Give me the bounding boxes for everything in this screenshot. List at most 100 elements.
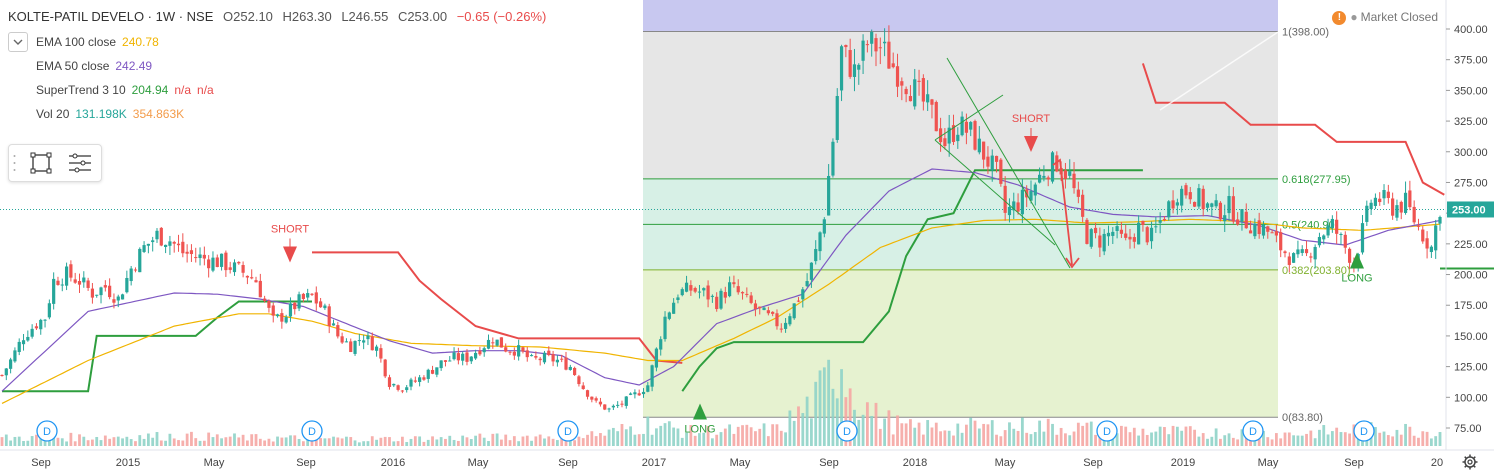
volume-bar	[1257, 437, 1261, 446]
candle-body	[1154, 226, 1158, 228]
candle-body	[702, 288, 706, 291]
dividend-marker[interactable]: D	[557, 420, 579, 442]
candle-body	[357, 340, 361, 342]
y-tick-label: 225.00	[1454, 239, 1488, 251]
candle-body	[835, 96, 839, 140]
volume-bar	[982, 423, 986, 446]
volume-bar	[1309, 430, 1313, 446]
volume-bar	[1287, 432, 1291, 446]
dividend-label: D	[1360, 426, 1368, 438]
candle-body	[779, 328, 783, 330]
volume-bar	[461, 435, 465, 446]
volume-bar	[224, 437, 228, 446]
candle-body	[336, 325, 340, 337]
candle-body	[56, 280, 60, 285]
volume-bar	[151, 437, 155, 446]
volume-bar	[1154, 431, 1158, 446]
collapse-legend-button[interactable]	[8, 32, 28, 52]
candle-body	[495, 339, 499, 346]
candle-body	[473, 352, 478, 359]
legend-ema100[interactable]: EMA 100 close 240.78	[36, 35, 159, 49]
dividend-marker[interactable]: D	[836, 420, 858, 442]
legend-supertrend[interactable]: SuperTrend 3 10 204.94 n/a n/a	[36, 83, 214, 97]
legend-volume[interactable]: Vol 20 131.198K 354.863K	[36, 107, 184, 121]
market-status[interactable]: ! ● Market Closed	[1332, 10, 1438, 25]
y-tick-label: 275.00	[1454, 177, 1488, 189]
volume-bar	[241, 434, 245, 446]
dividend-marker[interactable]: D	[301, 420, 323, 442]
candle-body	[418, 377, 422, 382]
volume-bar	[1395, 429, 1399, 446]
volume-bar	[934, 422, 938, 446]
candle-body	[1257, 220, 1261, 235]
candle-body	[362, 340, 366, 343]
candle-body	[822, 219, 826, 234]
candle-body	[982, 141, 986, 160]
candle-body	[646, 385, 650, 392]
candle-body	[189, 250, 194, 255]
candle-body	[611, 405, 615, 408]
dividend-marker[interactable]: D	[1096, 420, 1118, 442]
candle-body	[198, 254, 202, 259]
candles	[0, 25, 1442, 413]
candle-body	[103, 285, 107, 288]
x-tick-label: May	[730, 457, 751, 469]
volume-bar	[831, 388, 835, 446]
candle-body	[1412, 206, 1416, 223]
dividend-marker[interactable]: D	[1353, 420, 1375, 442]
volume-bar	[121, 438, 124, 446]
candle-body	[633, 392, 637, 395]
candle-body	[17, 341, 21, 353]
volume-bar	[900, 423, 904, 446]
candle-body	[1395, 205, 1399, 218]
candle-body	[1210, 203, 1214, 207]
volume-bar	[1197, 436, 1201, 446]
select-rectangle-button[interactable]	[27, 149, 55, 177]
candle-body	[1227, 196, 1231, 214]
symbol-title[interactable]: KOLTE-PATIL DEVELO · 1W · NSE	[8, 9, 214, 24]
volume-bar	[1051, 423, 1054, 446]
dividend-marker[interactable]: D	[36, 420, 58, 442]
volume-bar	[491, 433, 495, 446]
gear-icon[interactable]	[1462, 454, 1478, 470]
legend-ema50[interactable]: EMA 50 close 242.49	[36, 59, 152, 73]
candle-body	[168, 241, 172, 246]
volume-bar	[1012, 428, 1016, 446]
volume-bar	[1274, 433, 1278, 446]
candle-body	[297, 294, 301, 309]
candle-body	[379, 348, 383, 359]
volume-bar	[155, 432, 159, 446]
warning-icon: !	[1332, 10, 1347, 25]
volume-bar	[1378, 432, 1382, 446]
candle-body	[1132, 237, 1136, 242]
candle-body	[517, 345, 521, 357]
candle-body	[839, 46, 844, 91]
volume-bar	[1429, 438, 1433, 446]
candle-body	[1330, 218, 1334, 229]
candle-body	[1098, 235, 1102, 248]
volume-bar	[1094, 434, 1097, 446]
candle-body	[1085, 219, 1089, 244]
candle-body	[1201, 188, 1205, 210]
x-tick-label: Sep	[1083, 457, 1103, 469]
volume-bar	[271, 441, 275, 446]
candle-body	[865, 44, 869, 46]
object-tree-button[interactable]	[65, 149, 93, 177]
volume-bar	[95, 436, 99, 446]
volume-bar	[396, 441, 400, 446]
candle-body	[486, 339, 491, 349]
candle-body	[413, 380, 417, 382]
volume-bar	[736, 426, 740, 446]
candle-body	[181, 241, 185, 254]
volume-bar	[448, 435, 452, 446]
candle-body	[1115, 226, 1119, 231]
drag-handle-icon[interactable]	[13, 154, 16, 172]
candle-body	[771, 311, 775, 314]
dividend-marker[interactable]: D	[1242, 420, 1264, 442]
signal-label: LONG	[684, 423, 715, 435]
volume-bar	[0, 437, 4, 446]
candle-body	[1270, 232, 1274, 234]
candle-body	[43, 319, 47, 321]
volume-bar	[181, 440, 185, 446]
